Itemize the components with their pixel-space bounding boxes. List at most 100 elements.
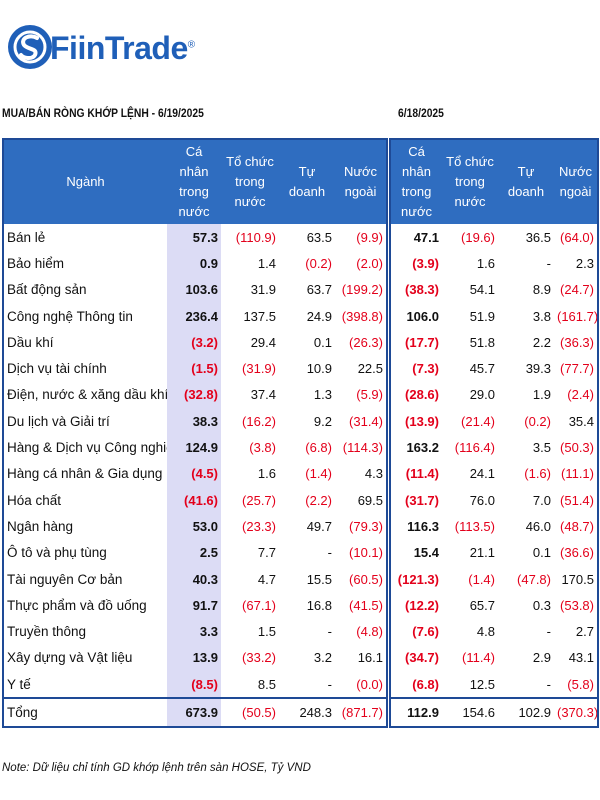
individual-cell: 38.3	[167, 408, 221, 435]
foreign-cell: (53.8)	[560, 597, 594, 613]
individual-cell: (11.4)	[405, 466, 439, 482]
individual-cell: (4.5)	[167, 460, 221, 487]
proprietary-cell: 102.9	[498, 697, 554, 727]
header-foreign: Nước ngoài	[554, 139, 598, 224]
sector-name: Hóa chất	[7, 492, 62, 508]
right-table-title: 6/18/2025	[398, 106, 444, 120]
individual-cell: (31.7)	[405, 492, 439, 508]
foreign-cell: (161.7)	[557, 308, 598, 324]
table-row: Tài nguyên Cơ bản 40.3 4.7 15.5 (60.5)	[3, 565, 387, 593]
institution-cell: 4.8	[476, 624, 495, 640]
proprietary-cell: (0.2)	[524, 413, 551, 429]
proprietary-cell: (2.2)	[305, 492, 332, 508]
foreign-cell: (50.3)	[560, 440, 594, 456]
table-row: 116.3 (113.5) 46.0 (48.7)	[390, 513, 598, 539]
table-row: Hóa chất (41.6) (25.7) (2.2) 69.5	[3, 486, 387, 514]
proprietary-cell: 63.7	[306, 282, 332, 298]
institution-cell: 45.7	[469, 361, 495, 377]
proprietary-cell: 9.2	[313, 413, 332, 429]
institution-cell: 1.6	[476, 255, 495, 271]
institution-cell: 29.4	[250, 334, 276, 350]
proprietary-cell: 49.7	[306, 518, 332, 534]
institution-cell: 1.5	[257, 624, 276, 640]
individual-cell: 673.9	[167, 697, 221, 727]
sector-name: Tổng	[3, 697, 167, 727]
brand-name: FiinTrade®	[50, 30, 195, 66]
table-header-row: Ngành Cá nhân trong nước Tổ chức trong n…	[3, 139, 387, 224]
individual-cell: 2.5	[167, 539, 221, 566]
header-individual: Cá nhân trong nước	[167, 139, 221, 224]
foreign-cell: (871.7)	[335, 697, 387, 727]
proprietary-cell: 8.9	[532, 282, 551, 298]
table-row: (13.9) (21.4) (0.2) 35.4	[390, 408, 598, 434]
institution-cell: (1.4)	[468, 571, 495, 587]
proprietary-cell: -	[546, 255, 551, 271]
institution-cell: (67.1)	[242, 597, 276, 613]
institution-cell: 4.7	[257, 571, 276, 587]
individual-cell: 103.6	[167, 276, 221, 303]
header-individual: Cá nhân trong nước	[390, 139, 442, 224]
sector-name: Xây dựng và Vật liệu	[7, 650, 133, 666]
individual-cell: (121.3)	[397, 571, 439, 587]
individual-cell: (41.6)	[167, 486, 221, 514]
foreign-cell: 22.5	[357, 361, 383, 377]
individual-cell: (8.5)	[167, 671, 221, 699]
foreign-cell: (24.7)	[560, 282, 594, 298]
individual-cell: 15.4	[413, 545, 439, 561]
table-row: Bảo hiểm 0.9 1.4 (0.2) (2.0)	[3, 250, 387, 277]
table-row: Thực phẩm và đồ uống 91.7 (67.1) 16.8 (41.5)	[3, 592, 387, 619]
foreign-cell: (11.1)	[561, 466, 594, 482]
footnote: Note: Dữ liệu chỉ tính GD khớp lệnh trên…	[2, 762, 311, 774]
table-row: Y tế (8.5) 8.5 - (0.0)	[3, 671, 387, 699]
foreign-cell: (26.3)	[349, 334, 383, 350]
foreign-cell: 4.3	[364, 466, 383, 482]
header-foreign: Nước ngoài	[335, 139, 387, 224]
foreign-cell: (36.3)	[560, 334, 594, 350]
individual-cell: 91.7	[167, 592, 221, 619]
table-row: 163.2 (116.4) 3.5 (50.3)	[390, 434, 598, 460]
table-row: Hàng & Dịch vụ Công nghiệp 124.9 (3.8) (6.8…	[3, 434, 387, 461]
individual-cell: (34.7)	[405, 650, 439, 666]
institution-cell: 12.5	[469, 676, 495, 692]
institution-cell: (31.9)	[242, 361, 276, 377]
sector-name: Bất động sản	[7, 282, 87, 298]
foreign-cell: 16.1	[357, 650, 383, 666]
proprietary-cell: 1.9	[532, 387, 551, 403]
individual-cell: (17.7)	[405, 334, 439, 350]
foreign-cell: (10.1)	[349, 545, 383, 561]
table-row: 15.4 21.1 0.1 (36.6)	[390, 540, 598, 566]
foreign-cell: 2.3	[575, 255, 594, 271]
proprietary-cell: (1.4)	[305, 466, 332, 482]
sector-name: Bán lẻ	[7, 229, 46, 245]
sector-name: Dầu khí	[7, 334, 54, 350]
individual-cell: (13.9)	[405, 413, 439, 429]
proprietary-cell: 3.5	[532, 440, 551, 456]
foreign-cell: (199.2)	[341, 282, 383, 298]
sector-name: Du lịch và Giải trí	[7, 413, 110, 429]
institution-cell: 1.6	[257, 466, 276, 482]
net-trading-table-6-18: Cá nhân trong nước Tổ chức trong nước Tự…	[389, 138, 599, 728]
table-row: Công nghệ Thông tin 236.4 137.5 24.9 (398.8)	[3, 302, 387, 330]
institution-cell: 1.4	[257, 255, 276, 271]
foreign-cell: (398.8)	[341, 308, 383, 324]
proprietary-cell: 10.9	[306, 361, 332, 377]
institution-cell: 7.7	[257, 545, 276, 561]
foreign-cell: 69.5	[357, 492, 383, 508]
table-row: Xây dựng và Vật liệu 13.9 (33.2) 3.2 16.1	[3, 644, 387, 672]
sector-name: Dịch vụ tài chính	[7, 361, 107, 377]
foreign-cell: (370.3)	[554, 697, 598, 727]
proprietary-cell: 1.3	[313, 387, 332, 403]
foreign-cell: (36.6)	[560, 545, 594, 561]
individual-cell: 112.9	[390, 697, 442, 727]
individual-cell: 116.3	[407, 518, 439, 534]
sector-name: Ngân hàng	[7, 518, 74, 534]
proprietary-cell: 0.1	[313, 334, 332, 350]
header-sector: Ngành	[3, 139, 167, 224]
sector-name: Hàng cá nhân & Gia dụng	[7, 466, 163, 482]
table-row: (28.6) 29.0 1.9 (2.4)	[390, 382, 598, 408]
foreign-cell: (2.0)	[356, 255, 383, 271]
individual-cell: 47.1	[413, 229, 439, 245]
foreign-cell: (60.5)	[349, 571, 383, 587]
individual-cell: (6.8)	[412, 676, 439, 692]
individual-cell: (1.5)	[167, 355, 221, 382]
